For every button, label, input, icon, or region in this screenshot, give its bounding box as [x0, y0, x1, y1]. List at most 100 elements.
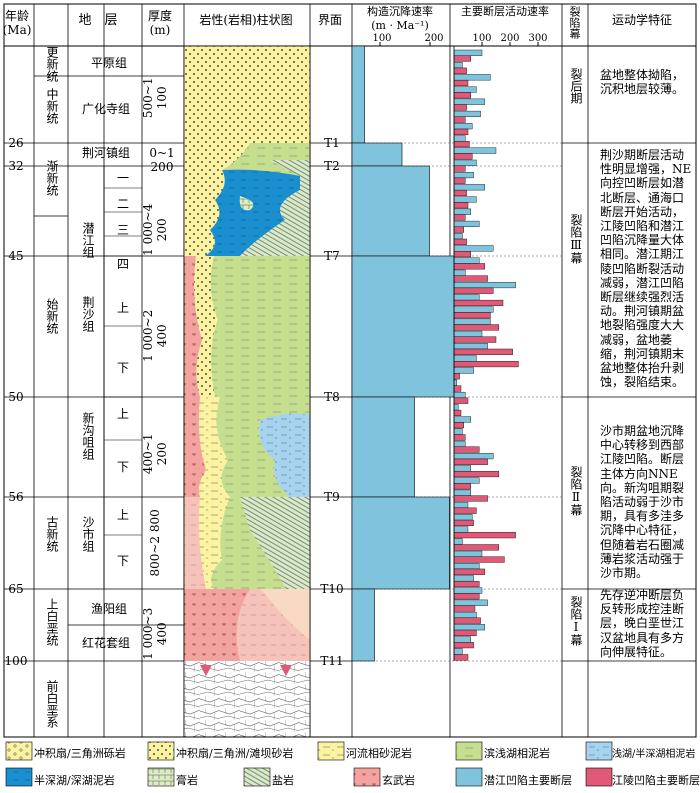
fault-tick-300: 300: [528, 33, 548, 44]
fault-bar-qianjiang: [453, 306, 494, 313]
age-50: 50: [8, 390, 24, 404]
legend-qianjiang: 潜江凹陷主要断层: [484, 774, 572, 787]
thick-guanghuasi: 500~1 100: [141, 77, 169, 119]
fault-bar-jiangling: [453, 593, 480, 600]
legend-swatch: [455, 767, 483, 787]
fm-yuyang: 渔阳组: [90, 602, 127, 616]
fault-bar-jiangling: [453, 226, 465, 233]
fault-bar-jiangling: [453, 373, 460, 380]
fault-bar-qianjiang: [453, 611, 477, 619]
interface-header: 界面: [317, 13, 342, 27]
thick-xingouzui: 400~1 200: [141, 433, 169, 475]
fault-bar-jiangling: [453, 128, 469, 135]
column-header: 岩性(岩相)柱状图: [199, 13, 293, 27]
legend-jiangling: 江陵凹陷主要断层: [612, 774, 700, 787]
fault-bar-qianjiang: [453, 355, 477, 362]
fault-bar-jiangling: [453, 324, 499, 331]
kinematic-header: 运动学特征: [611, 13, 672, 27]
fault-bar-qianjiang: [453, 453, 494, 460]
series-pleistocene: 更新统: [45, 46, 59, 82]
fault-bar-qianjiang: [453, 501, 469, 509]
fm-guanghuasi: 广化寺组: [81, 102, 130, 116]
litho-xg-basalt: [184, 397, 206, 497]
fault-tick-200: 200: [500, 33, 520, 44]
fault-bar-jiangling: [453, 642, 474, 649]
age-56: 56: [8, 490, 24, 504]
fault-bar-jiangling: [453, 287, 494, 294]
fault-bar-jiangling: [453, 397, 469, 404]
fault-bar-jiangling: [453, 361, 519, 368]
legend-swatch: [585, 741, 613, 761]
fault-bar-qianjiang: [453, 98, 485, 105]
fault-bar-qianjiang: [453, 86, 477, 93]
rate-bar: [351, 588, 375, 662]
fault-bar-qianjiang: [453, 465, 471, 472]
fm-pingyuan: 平原组: [90, 56, 127, 70]
litho-ss-salt: [240, 497, 310, 589]
litho-gyps-lens: [239, 196, 254, 211]
fault-bar-qianjiang: [453, 550, 483, 557]
age-32: 32: [8, 159, 24, 173]
fault-bar-jiangling: [453, 617, 481, 624]
fault-bar-jiangling: [453, 214, 466, 221]
fault-bar-jiangling: [453, 544, 499, 551]
legend-swatch: [243, 767, 271, 787]
member-xg-lower: 下: [116, 460, 129, 474]
interface-T8: T8: [324, 390, 340, 404]
fault-bar-qianjiang: [453, 220, 480, 227]
fault-bar-qianjiang: [453, 208, 471, 215]
fault-bar-jiangling: [453, 251, 471, 258]
legend-shore: 滨浅湖相泥岩: [484, 747, 550, 760]
thick-jingsha: 1 000~2 400: [141, 309, 169, 362]
member-qj-4: 四: [116, 257, 129, 271]
fault-bar-qianjiang: [453, 269, 466, 276]
fault-bar-jiangling: [453, 434, 466, 441]
fault-bar-qianjiang: [453, 489, 471, 496]
fault-bar-jiangling: [453, 104, 467, 111]
rift-header: 裂陷幕: [568, 6, 581, 39]
fault-bar-jiangling: [453, 153, 473, 160]
member-ss-upper: 上: [116, 508, 129, 522]
thick-qianjiang: 1 000~4 200: [141, 203, 169, 256]
legend-river: 河流相砂泥岩: [346, 747, 412, 760]
rate-tick-200: 200: [424, 33, 444, 44]
legend-swatch: [5, 767, 33, 787]
legend-swatch: [5, 741, 33, 761]
rate-bar: [351, 45, 365, 144]
litho-upper-sand: [184, 46, 310, 143]
fault-bar-qianjiang: [453, 147, 497, 154]
fault-bar-jiangling: [453, 483, 471, 490]
fault-bar-jiangling: [453, 299, 504, 307]
fault-bar-qianjiang: [453, 318, 491, 325]
fault-bar-jiangling: [453, 580, 480, 588]
legend-swatch: [455, 741, 483, 761]
fm-honghuatao: 红花套组: [81, 636, 130, 650]
fault-bar-jiangling: [453, 458, 488, 465]
rate-bar: [351, 142, 403, 167]
fault-bar-qianjiang: [453, 367, 474, 374]
fault-bar-qianjiang: [453, 404, 459, 411]
interface-T1: T1: [324, 136, 340, 150]
fault-bar-qianjiang: [453, 62, 463, 69]
fault-bar-qianjiang: [453, 526, 469, 533]
thickness-header: 厚度 (m): [147, 9, 172, 37]
kin-post: 盆地整体拗陷，沉积地层较薄。: [600, 68, 685, 97]
fault-bar-qianjiang: [453, 171, 474, 179]
fault-bar-jiangling: [453, 605, 476, 612]
member-ss-lower: 下: [116, 554, 129, 568]
member-js-lower: 下: [116, 361, 129, 375]
fault-bar-qianjiang: [453, 391, 466, 399]
fault-bar-qianjiang: [453, 74, 491, 81]
fault-bar-qianjiang: [453, 477, 480, 484]
legend-shallow: 浅湖/半深湖相泥岩: [612, 749, 696, 760]
fault-bar-jiangling: [453, 336, 497, 343]
rift-II: 裂陷Ⅱ幕: [569, 466, 583, 516]
fault-bar-qianjiang: [453, 257, 480, 264]
member-qj-3: 三: [116, 223, 129, 237]
fault-bar-jiangling: [453, 446, 480, 453]
fault-bar-jiangling: [453, 409, 462, 416]
fault-bar-jiangling: [453, 189, 467, 197]
series-miocene: 中新统: [45, 88, 59, 124]
